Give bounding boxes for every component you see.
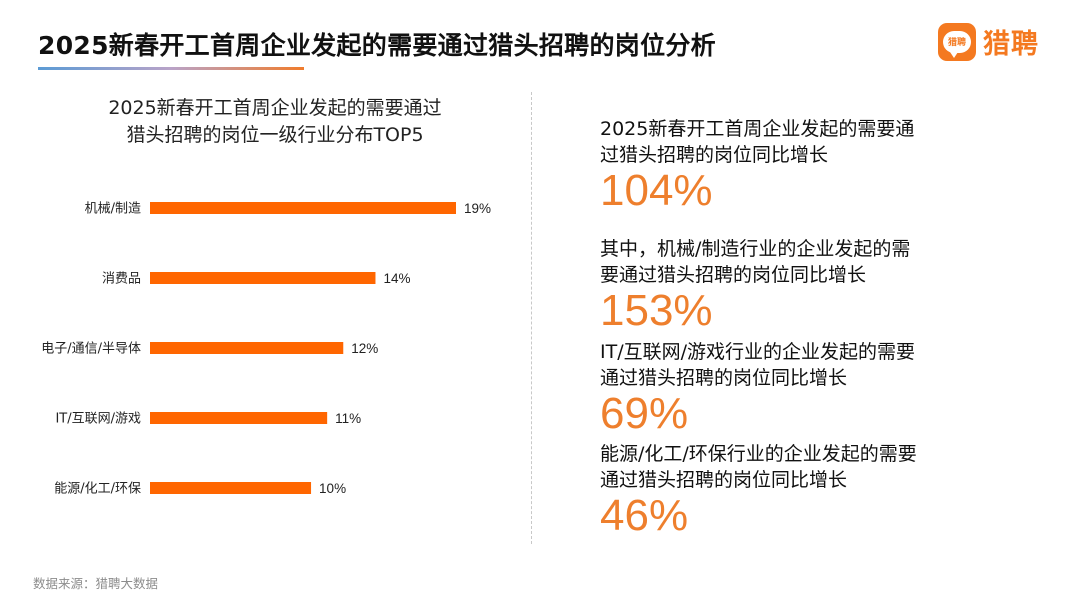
category-label: 消费品 — [102, 272, 141, 287]
stat-value: 153% — [600, 286, 713, 335]
category-label: IT/互联网/游戏 — [55, 412, 141, 427]
chart-title-line: 猎头招聘的岗位一级行业分布TOP5 — [126, 124, 424, 146]
stat-label: 2025新春开工首周企业发起的需要通 — [600, 118, 915, 140]
stat-label: 能源/化工/环保行业的企业发起的需要 — [600, 443, 917, 465]
bar — [150, 202, 456, 214]
value-label: 10% — [319, 481, 346, 496]
logo-badge-icon: 猎聘 — [938, 22, 976, 61]
category-label: 能源/化工/环保 — [54, 482, 141, 497]
category-label: 机械/制造 — [85, 202, 141, 217]
value-label: 14% — [383, 271, 410, 286]
liepin-logo: 猎聘 猎聘 — [938, 22, 1039, 61]
value-label: 11% — [335, 411, 361, 426]
logo-badge-text: 猎聘 — [943, 30, 971, 58]
column-divider — [531, 92, 532, 544]
category-label: 电子/通信/半导体 — [41, 342, 141, 357]
chart-title: 2025新春开工首周企业发起的需要通过 猎头招聘的岗位一级行业分布TOP5 — [60, 95, 490, 149]
stat-overall: 2025新春开工首周企业发起的需要通 过猎头招聘的岗位同比增长 104% — [600, 116, 970, 214]
stat-value: 46% — [600, 491, 689, 540]
stat-label: 要通过猎头招聘的岗位同比增长 — [600, 264, 867, 286]
stat-label: 其中，机械/制造行业的企业发起的需 — [600, 238, 911, 260]
bar — [150, 482, 312, 494]
chart-title-line: 2025新春开工首周企业发起的需要通过 — [108, 97, 442, 119]
logo-text: 猎聘 — [983, 29, 1039, 60]
value-label: 19% — [464, 201, 491, 216]
page-title: 2025新春开工首周企业发起的需要通过猎头招聘的岗位分析 — [38, 31, 716, 60]
stat-label: 通过猎头招聘的岗位同比增长 — [600, 367, 848, 389]
stat-value: 69% — [600, 389, 689, 438]
value-label: 12% — [351, 341, 378, 356]
stat-label: 通过猎头招聘的岗位同比增长 — [600, 469, 848, 491]
stat-energy: 能源/化工/环保行业的企业发起的需要 通过猎头招聘的岗位同比增长 46% — [600, 441, 970, 539]
bar — [150, 412, 328, 424]
stat-it: IT/互联网/游戏行业的企业发起的需要 通过猎头招聘的岗位同比增长 69% — [600, 339, 970, 437]
industry-bar-chart: 机械/制造 19% 消费品 14% 电子/通信/半导体 12% IT/互联网/游戏 11% 能源… — [41, 201, 491, 497]
bar — [150, 342, 344, 354]
stat-machinery: 其中，机械/制造行业的企业发起的需 要通过猎头招聘的岗位同比增长 153% — [600, 236, 970, 334]
stat-label: 过猎头招聘的岗位同比增长 — [600, 144, 829, 166]
bar — [150, 272, 376, 284]
title-underline — [38, 67, 304, 70]
stat-label: IT/互联网/游戏行业的企业发起的需要 — [600, 341, 916, 363]
data-source: 数据来源：猎聘大数据 — [33, 576, 159, 591]
stat-value: 104% — [600, 166, 713, 215]
